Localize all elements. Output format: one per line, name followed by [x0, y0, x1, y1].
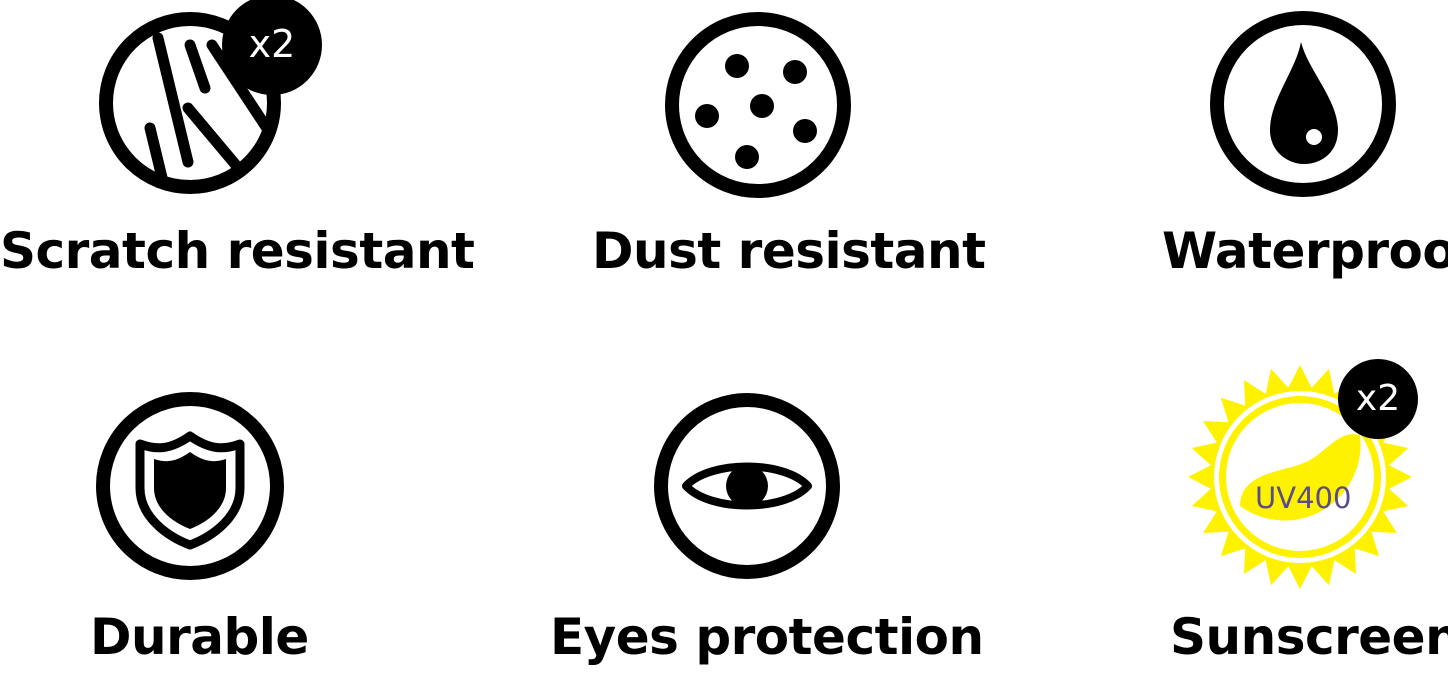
badge-bg	[1338, 359, 1418, 439]
feature-label: Durable	[90, 608, 309, 666]
water-drop-icon	[1210, 11, 1396, 197]
feature-label: Eyes protection	[550, 608, 984, 666]
badge-x2: x2	[1355, 378, 1401, 419]
eye-icon	[654, 393, 840, 579]
badge-x2: x2	[248, 22, 296, 66]
feature-label: Sunscreen	[1170, 608, 1448, 666]
feature-label: Dust resistant	[592, 222, 986, 280]
sun-icon	[1188, 359, 1418, 589]
uv-rating: UV400	[1255, 481, 1352, 515]
scratch-icon	[99, 0, 322, 194]
badge-bg	[222, 0, 322, 95]
dust-icon	[665, 12, 851, 198]
feature-label: Waterproof	[1162, 222, 1448, 280]
shield-icon	[96, 392, 284, 580]
feature-label: Scratch resistant	[0, 222, 475, 280]
